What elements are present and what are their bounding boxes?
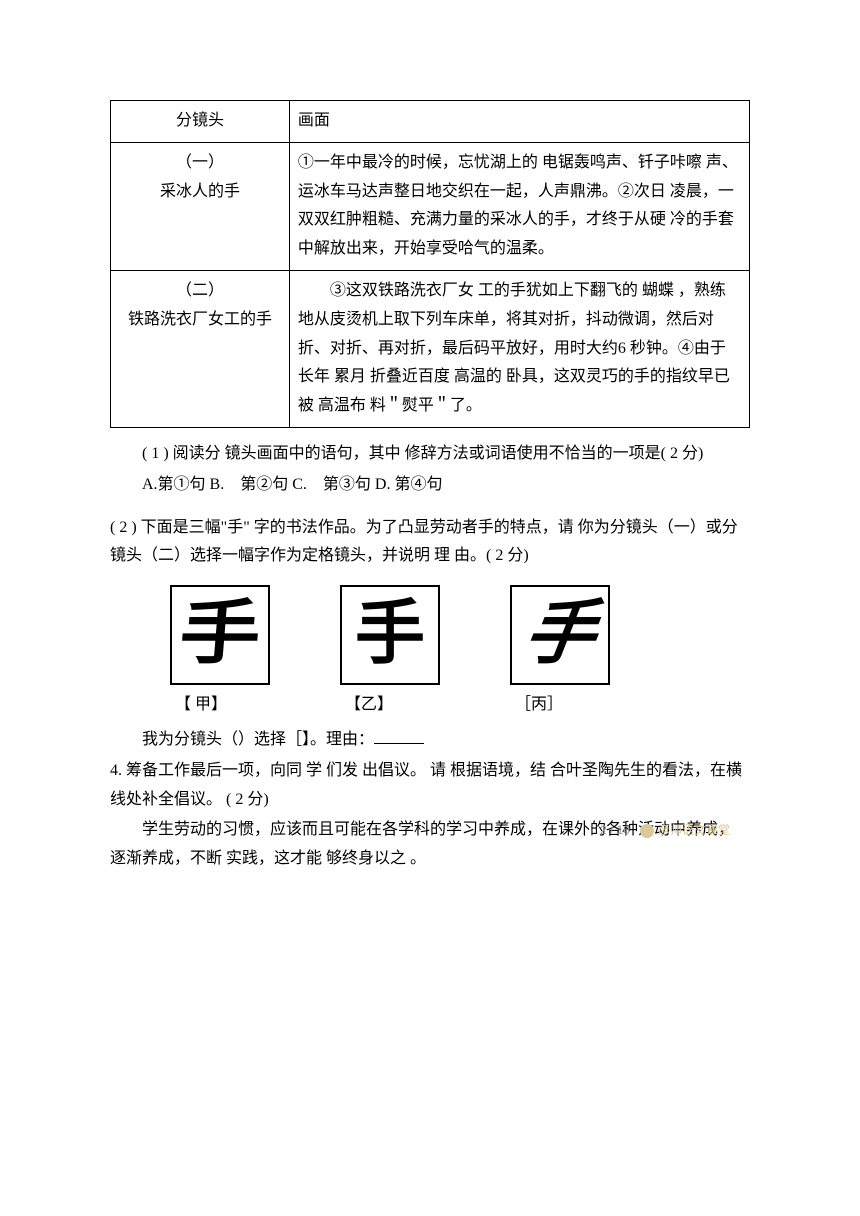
watermark-brand: 彦师语文课堂 xyxy=(658,820,730,842)
calligraphy-glyph-yi: 手 xyxy=(355,600,425,670)
answer-prefix: 我为分镜头（）选择［】。理由： xyxy=(142,731,374,748)
calligraphy-box-yi: 手 xyxy=(340,585,440,685)
row2-left: （二） 铁路洗衣厂女工的手 xyxy=(111,270,290,427)
row2-subtitle: 铁路洗衣厂女工的手 xyxy=(119,306,281,335)
table-header-row: 分镜头 画面 xyxy=(111,101,750,143)
table-row: （一） 采冰人的手 ①一年中最冷的时候，忘忧湖上的 电锯轰鸣声、钎子咔嚓 声、运… xyxy=(111,142,750,270)
header-col1: 分镜头 xyxy=(111,101,290,143)
question-2-text: ( 2 ) 下面是三幅"手" 字的书法作品。为了凸显劳动者手的特点，请 你为分镜… xyxy=(110,514,750,572)
question-1-text: ( 1 ) 阅读分 镜头画面中的语句，其中 修辞方法或词语使用不恰当的一项是( … xyxy=(110,440,750,469)
calligraphy-box-jia: 手 xyxy=(170,585,270,685)
header-col2: 画面 xyxy=(289,101,749,143)
row1-title: （一） xyxy=(119,149,281,178)
calligraphy-row: 手 手 手 xyxy=(110,585,750,685)
page-number: 2 / 10 xyxy=(600,820,630,842)
question-2-answer-line: 我为分镜头（）选择［】。理由： xyxy=(110,726,750,755)
row1-left: （一） 采冰人的手 xyxy=(111,142,290,270)
watermark-icon xyxy=(640,824,654,838)
calligraphy-glyph-bing: 手 xyxy=(520,600,600,670)
row2-title: （二） xyxy=(119,277,281,306)
row1-right: ①一年中最冷的时候，忘忧湖上的 电锯轰鸣声、钎子咔嚓 声、运冰车马达声整日地交织… xyxy=(289,142,749,270)
storyboard-table: 分镜头 画面 （一） 采冰人的手 ①一年中最冷的时候，忘忧湖上的 电锯轰鸣声、钎… xyxy=(110,100,750,428)
row2-right: ③这双铁路洗衣厂女 工的手犹如上下翻飞的 蝴蝶 ，熟练地从庋烫机上取下列车床单，… xyxy=(289,270,749,427)
answer-blank[interactable] xyxy=(374,728,424,744)
calligraphy-glyph-jia: 手 xyxy=(177,600,263,670)
label-bing: ［丙］ xyxy=(515,691,615,720)
question-1-options: A.第①句 B. 第②句 C. 第③句 D. 第④句 xyxy=(110,471,750,500)
calligraphy-labels: 【 甲】 【乙】 ［丙］ xyxy=(110,691,750,720)
calligraphy-box-bing: 手 xyxy=(510,585,610,685)
question-4-line1: 4. 筹备工作最后一项，向同 学 们发 出倡议。 请 根据语境，结 合叶圣陶先生… xyxy=(110,757,750,815)
row1-subtitle: 采冰人的手 xyxy=(119,178,281,207)
label-yi: 【乙】 xyxy=(345,691,445,720)
watermark: 2 / 10 彦师语文课堂 xyxy=(600,820,730,842)
label-jia: 【 甲】 xyxy=(175,691,275,720)
table-row: （二） 铁路洗衣厂女工的手 ③这双铁路洗衣厂女 工的手犹如上下翻飞的 蝴蝶 ，熟… xyxy=(111,270,750,427)
